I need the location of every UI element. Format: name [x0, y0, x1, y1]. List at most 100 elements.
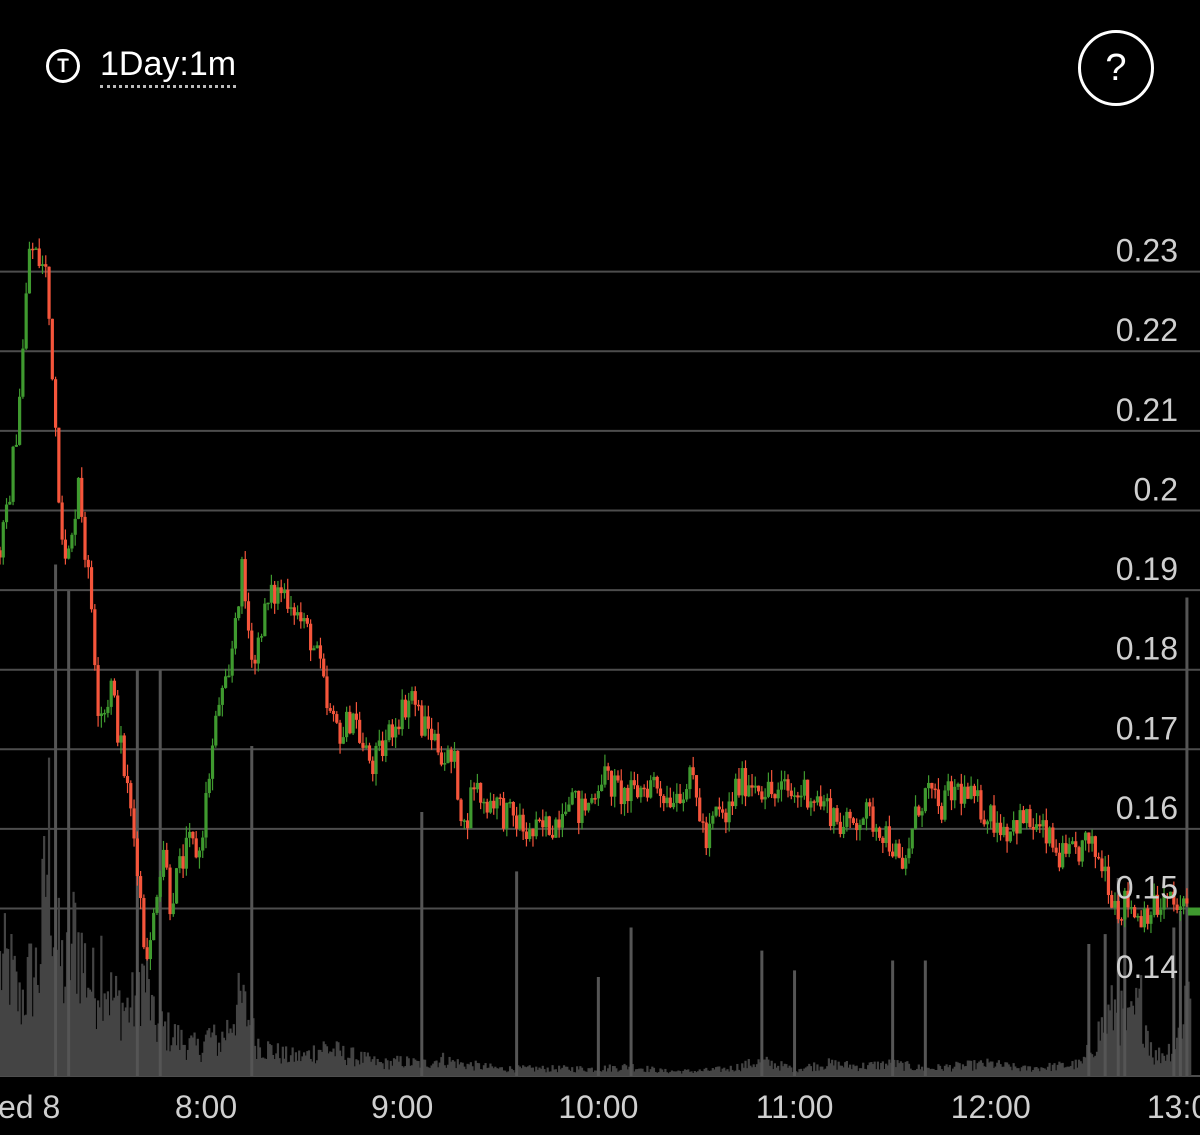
volume-bar [1143, 1047, 1146, 1076]
candle-body [832, 808, 836, 827]
volume-bar [423, 1059, 427, 1076]
volume-bar [1164, 1060, 1167, 1076]
volume-bar [1050, 1071, 1053, 1076]
volume-bar [948, 1065, 951, 1076]
volume-bar [773, 1063, 777, 1076]
volume-bar [765, 1056, 768, 1076]
candle-body [577, 790, 581, 823]
candle-body [665, 797, 669, 804]
volume-bar [147, 979, 150, 1076]
volume-bar [589, 1068, 592, 1076]
candle-body [1103, 866, 1107, 872]
volume-bar [822, 1069, 826, 1076]
candle-body [1113, 900, 1117, 908]
volume-bar [283, 1058, 286, 1076]
volume-bar [388, 1069, 391, 1076]
candle-body [897, 843, 901, 858]
candle-body [959, 783, 963, 804]
volume-bar [708, 1070, 711, 1076]
y-tick-label: 0.21 [1116, 392, 1178, 428]
volume-bar [651, 1066, 654, 1076]
candle-body [410, 691, 414, 701]
candle-body [515, 815, 519, 829]
candle-body [580, 798, 584, 823]
x-tick-label: 13:00 [1147, 1089, 1200, 1125]
candle-body [191, 831, 195, 839]
candle-body [917, 806, 921, 816]
volume-bar [878, 1069, 881, 1076]
candle-body [34, 248, 38, 250]
candle-body [1044, 820, 1048, 844]
volume-spike [923, 960, 927, 1076]
candle-body [962, 786, 967, 804]
candle-body [590, 798, 594, 803]
candle-body [132, 808, 136, 839]
volume-bar [922, 1070, 925, 1076]
volume-bar [433, 1061, 436, 1076]
candle-body [299, 612, 303, 622]
volume-bar [580, 1067, 584, 1076]
candle-body [331, 710, 336, 715]
volume-bar [83, 943, 87, 1076]
volume-bar [579, 1066, 582, 1076]
candle-body [256, 637, 260, 664]
volume-bar [888, 1059, 891, 1076]
help-button[interactable]: ? [1078, 30, 1154, 106]
volume-bar [945, 1064, 948, 1076]
candle-body [135, 838, 139, 877]
timeframe-selector[interactable]: T 1Day:1m [46, 40, 237, 92]
candle-body [364, 745, 368, 748]
y-tick-label: 0.2 [1134, 471, 1178, 507]
candle-body [521, 814, 525, 832]
candle-body [531, 828, 535, 837]
volume-bar [665, 1072, 669, 1076]
volume-bar [165, 1050, 168, 1076]
candle-body [910, 828, 914, 849]
volume-bar [441, 1052, 445, 1076]
volume-bar [1081, 1063, 1084, 1076]
candle-body [1093, 836, 1097, 857]
candle-body [557, 819, 561, 828]
volume-bar [695, 1072, 698, 1076]
candle-body [1097, 856, 1101, 859]
candle-body [609, 770, 614, 797]
volume-bar [1158, 1047, 1161, 1076]
volume-bar [981, 1062, 984, 1076]
x-tick-label: 10:00 [558, 1089, 638, 1125]
candle-body [1149, 915, 1153, 924]
volume-spike [1178, 911, 1182, 1076]
volume-bar [701, 1071, 705, 1076]
candle-body [1031, 826, 1035, 830]
candle-body [554, 819, 558, 838]
volume-bar [683, 1069, 687, 1076]
candle-body [652, 776, 656, 781]
volume-bar [522, 1065, 525, 1076]
volume-bar [62, 1003, 65, 1076]
volume-bar [363, 1051, 366, 1076]
volume-bar [468, 1064, 471, 1076]
candle-body [37, 248, 41, 267]
candle-body [678, 793, 682, 804]
candle-body [881, 837, 885, 843]
candle-body [122, 735, 126, 777]
volume-bar [1041, 1067, 1045, 1076]
volume-bar [940, 1069, 943, 1076]
candle-body [547, 816, 551, 835]
volume-bar [312, 1045, 315, 1076]
volume-bar [281, 1046, 284, 1076]
volume-bar [920, 1066, 924, 1076]
volume-bar [141, 963, 144, 1076]
volume-bar [275, 1053, 278, 1076]
timeframe-label[interactable]: 1Day:1m [100, 45, 237, 88]
volume-bar [314, 1063, 317, 1076]
volume-bar [714, 1067, 718, 1076]
volume-bar [448, 1056, 451, 1076]
candle-body [501, 798, 506, 829]
volume-bar [224, 1040, 227, 1076]
candle-body [760, 791, 764, 800]
candle-body [452, 750, 457, 762]
volume-bar [347, 1057, 350, 1076]
volume-bar [425, 1066, 428, 1076]
x-tick-label: ed 8 [0, 1089, 60, 1125]
